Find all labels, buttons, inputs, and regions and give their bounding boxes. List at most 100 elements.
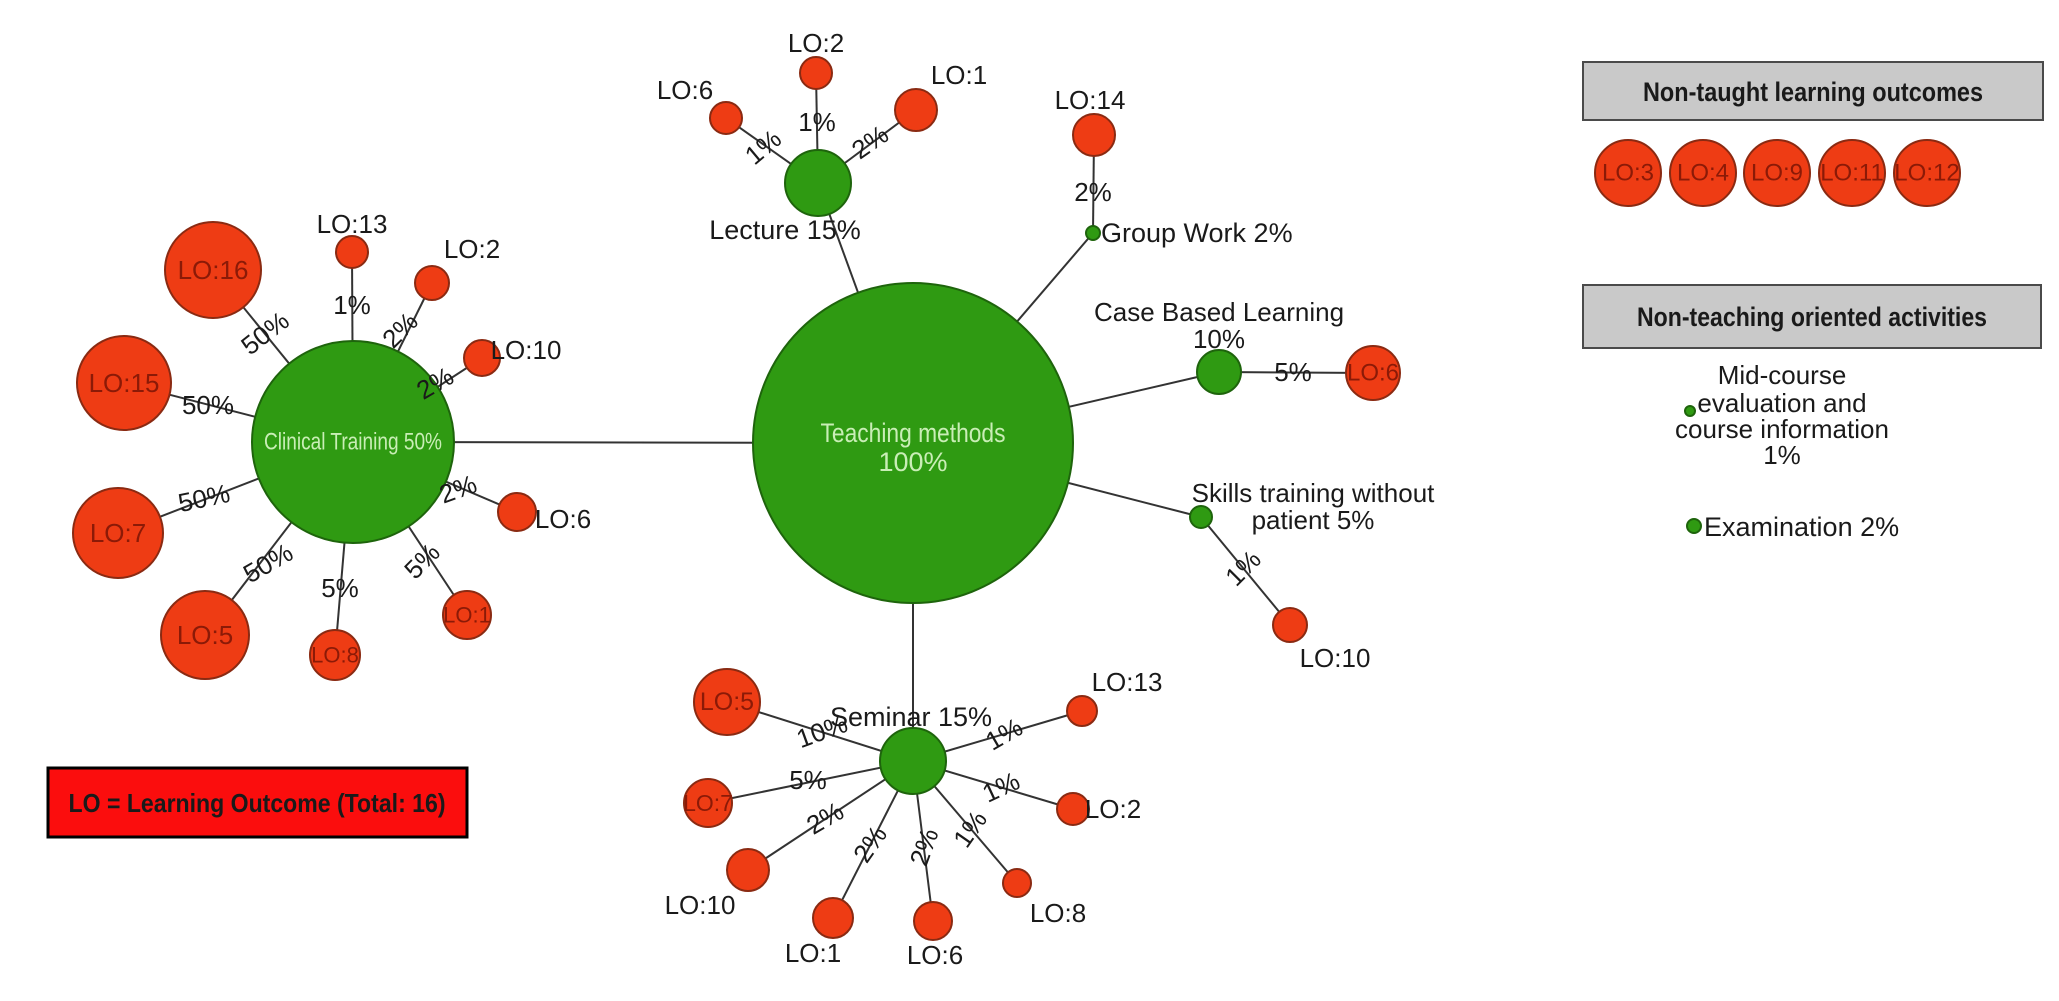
pct-seminar-lo6: 2% — [903, 824, 944, 870]
node-lo6-lecture — [709, 101, 743, 135]
lo10-skills-outer-label: LO:10 — [1300, 643, 1371, 673]
lo15-clinical-label: LO:15 — [89, 368, 160, 398]
lo7-clinical-label: LO:7 — [90, 518, 146, 548]
case-based-learning-title-line1: Case Based Learning — [1094, 297, 1344, 327]
node-lo6-cbl — [1345, 345, 1401, 401]
node-lo2-lecture — [799, 56, 833, 90]
node-group-work-dot — [1085, 225, 1101, 241]
lo6-lecture-outer-label: LO:6 — [657, 75, 713, 105]
lo13-clinical-outer-label: LO:13 — [317, 209, 388, 239]
node-case-based-learning — [1196, 349, 1242, 395]
non-taught-header-label: Non-taught learning outcomes — [1643, 77, 1983, 107]
node-midcourse-dot — [1684, 405, 1696, 417]
examination-label: Examination 2% — [1704, 512, 1899, 542]
lo13-seminar-outer-label: LO:13 — [1092, 667, 1163, 697]
node-seminar — [879, 727, 947, 795]
pct-clinical-lo8: 5% — [321, 573, 359, 603]
node-lo16-clinical — [164, 221, 262, 319]
lo3-nontaught-label: LO:3 — [1602, 160, 1654, 187]
lo6-clinical-outer-label: LO:6 — [535, 504, 591, 534]
pct-lecture-lo1: 2% — [846, 119, 894, 165]
pct-seminar-lo10: 2% — [801, 796, 849, 841]
node-lo3-nontaught — [1594, 139, 1662, 207]
midcourse-label-line4: 1% — [1763, 440, 1801, 470]
node-lo10-skills — [1272, 607, 1308, 643]
node-lo12-nontaught — [1893, 139, 1961, 207]
node-lo1-seminar — [812, 897, 854, 939]
pct-clinical-lo1: 5% — [398, 537, 446, 585]
pct-clinical-lo15: 50% — [182, 390, 234, 420]
clinical-label: Clinical Training 50% — [264, 429, 442, 456]
lo14-groupwork-outer-label: LO:14 — [1055, 85, 1126, 115]
node-lo10-clinical — [463, 339, 501, 377]
seminar-title: Seminar 15% — [830, 702, 992, 732]
lo12-nontaught-label: LO:12 — [1894, 160, 1959, 187]
non-teaching-header-label: Non-teaching oriented activities — [1637, 302, 1987, 332]
lo4-nontaught-label: LO:4 — [1677, 160, 1729, 187]
node-lo7-clinical — [72, 487, 164, 579]
node-lo2-seminar — [1056, 792, 1090, 826]
lo2-lecture-outer-label: LO:2 — [788, 28, 844, 58]
edge-skills-training-dot-lo10-skills — [1200, 516, 1291, 626]
pct-clinical-lo16: 50% — [235, 305, 294, 361]
lo5-seminar-label: LO:5 — [700, 688, 754, 716]
pct-lecture-lo2: 1% — [798, 107, 836, 137]
non-taught-header-box — [1582, 61, 2044, 121]
lo10-clinical-outer-label: LO:10 — [491, 335, 562, 365]
lo6-cbl-label: LO:6 — [1347, 360, 1399, 387]
node-lecture — [784, 149, 852, 217]
legend-box — [46, 766, 469, 839]
lo2-clinical-outer-label: LO:2 — [444, 234, 500, 264]
lecture-title: Lecture 15% — [709, 215, 861, 245]
non-teaching-header-box — [1582, 284, 2042, 349]
lo5-clinical-label: LO:5 — [177, 620, 233, 650]
skills-training-title-line2: patient 5% — [1252, 505, 1375, 535]
node-lo13-seminar — [1066, 695, 1098, 727]
node-lo10-seminar — [726, 848, 770, 892]
midcourse-label-line3: course information — [1675, 414, 1889, 444]
node-lo5-clinical — [160, 590, 250, 680]
pct-seminar-lo2: 1% — [978, 765, 1025, 808]
lo11-nontaught-label: LO:11 — [1820, 160, 1884, 187]
node-lo8-clinical — [309, 629, 361, 681]
teaching-label-line2: 100% — [878, 447, 947, 477]
pct-cbl-lo6: 5% — [1274, 357, 1312, 387]
node-lo2-clinical — [414, 265, 450, 301]
teaching-label-line1: Teaching methods — [821, 418, 1006, 448]
node-teaching — [752, 282, 1074, 604]
legend-text: LO = Learning Outcome (Total: 16) — [69, 788, 446, 818]
midcourse-label-line2: evaluation and — [1697, 388, 1866, 418]
lo1-clinical-label: LO:1 — [443, 603, 491, 628]
pct-seminar-lo1: 2% — [847, 820, 893, 868]
pct-lecture-lo6: 1% — [739, 123, 787, 170]
lo2-seminar-outer-label: LO:2 — [1085, 794, 1141, 824]
node-lo6-seminar — [913, 901, 953, 941]
midcourse-label-line1: Mid-course — [1718, 360, 1847, 390]
node-lo1-clinical — [442, 590, 492, 640]
node-lo7-seminar — [683, 778, 733, 828]
node-clinical — [251, 340, 455, 544]
node-lo5-seminar — [693, 668, 761, 736]
node-skills-training-dot — [1189, 505, 1213, 529]
lo1-lecture-outer-label: LO:1 — [931, 60, 987, 90]
node-examination-dot — [1686, 518, 1702, 534]
pct-groupwork-lo14: 2% — [1074, 177, 1112, 207]
node-lo13-clinical — [335, 235, 369, 269]
group-work-title: Group Work 2% — [1101, 218, 1293, 248]
edge-seminar-lo7-seminar — [707, 760, 914, 804]
node-lo9-nontaught — [1743, 139, 1811, 207]
lo6-seminar-outer-label: LO:6 — [907, 940, 963, 970]
skills-training-title-line1: Skills training without — [1192, 478, 1436, 508]
lo16-clinical-label: LO:16 — [178, 255, 249, 285]
node-lo14-groupwork — [1072, 113, 1116, 157]
lo7-seminar-label: LO:7 — [683, 790, 733, 816]
node-lo8-seminar — [1002, 868, 1032, 898]
pct-seminar-lo7: 5% — [789, 765, 827, 795]
node-lo6-clinical — [497, 492, 537, 532]
node-lo15-clinical — [76, 335, 172, 431]
case-based-learning-title-line2: 10% — [1193, 324, 1245, 354]
lo8-clinical-label: LO:8 — [311, 643, 359, 668]
node-lo11-nontaught — [1818, 139, 1886, 207]
